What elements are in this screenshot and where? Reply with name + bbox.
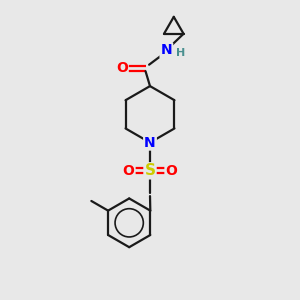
Text: O: O [123,164,134,178]
Text: O: O [116,61,128,75]
Text: N: N [160,44,172,57]
Text: O: O [166,164,177,178]
Text: N: N [144,136,156,150]
Text: H: H [176,48,185,58]
Text: S: S [145,163,155,178]
